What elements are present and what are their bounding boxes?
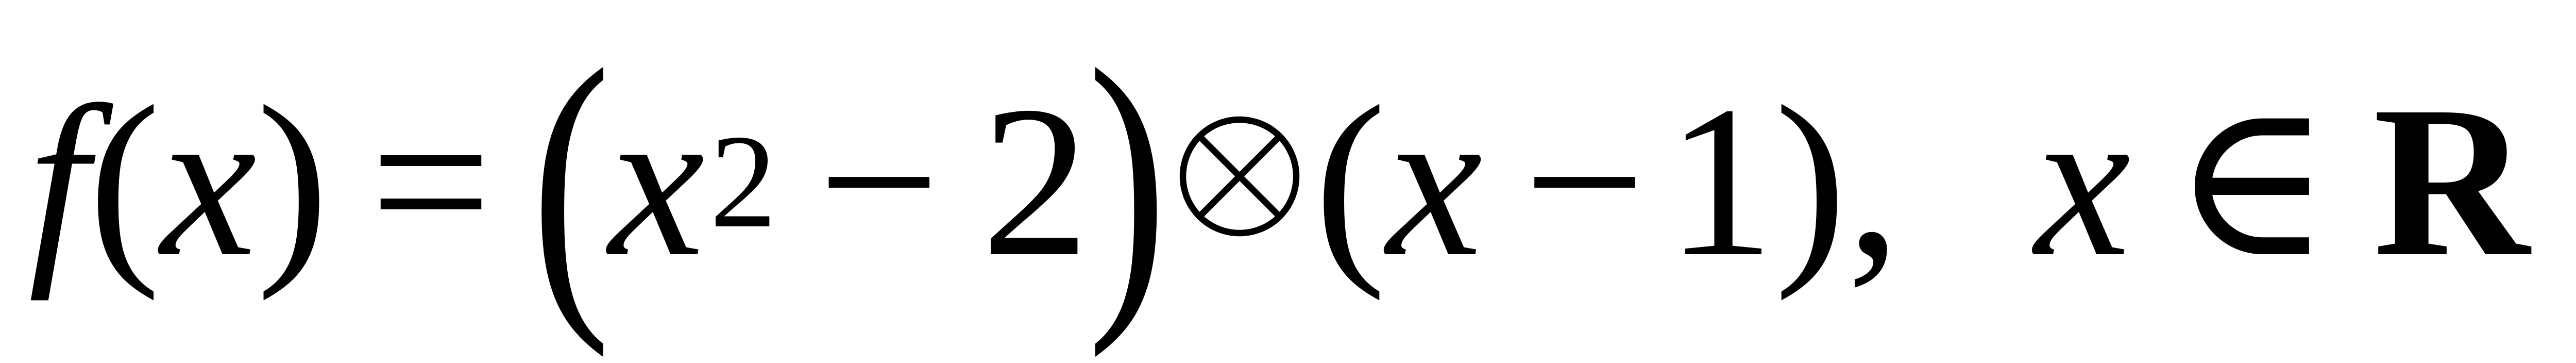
variable-x: x xyxy=(1386,61,1483,301)
constant-two: 2 xyxy=(981,61,1090,301)
constant-one: 1 xyxy=(1666,61,1775,301)
right-paren: ) xyxy=(257,61,329,301)
otimes-icon xyxy=(1175,112,1304,241)
minus-sign: − xyxy=(1523,61,1646,301)
otimes-icon-graphic xyxy=(1179,116,1300,237)
left-paren: ( xyxy=(88,61,161,301)
left-paren: ( xyxy=(1314,61,1386,301)
variable-x: x xyxy=(2035,61,2131,301)
right-paren: ) xyxy=(1774,61,1847,301)
real-numbers-symbol: R xyxy=(2373,61,2530,301)
exponent: 2 xyxy=(709,107,777,256)
equals-sign: = xyxy=(369,61,492,301)
variable-x: x xyxy=(160,61,257,301)
minus-sign: − xyxy=(818,61,940,301)
comma: , xyxy=(1846,61,1901,301)
big-right-paren: ) xyxy=(1087,5,1167,358)
big-left-paren: ( xyxy=(531,5,611,358)
variable-x: x xyxy=(608,61,705,301)
element-of-symbol: ∈ xyxy=(2172,61,2332,301)
function-symbol: f xyxy=(28,61,89,301)
